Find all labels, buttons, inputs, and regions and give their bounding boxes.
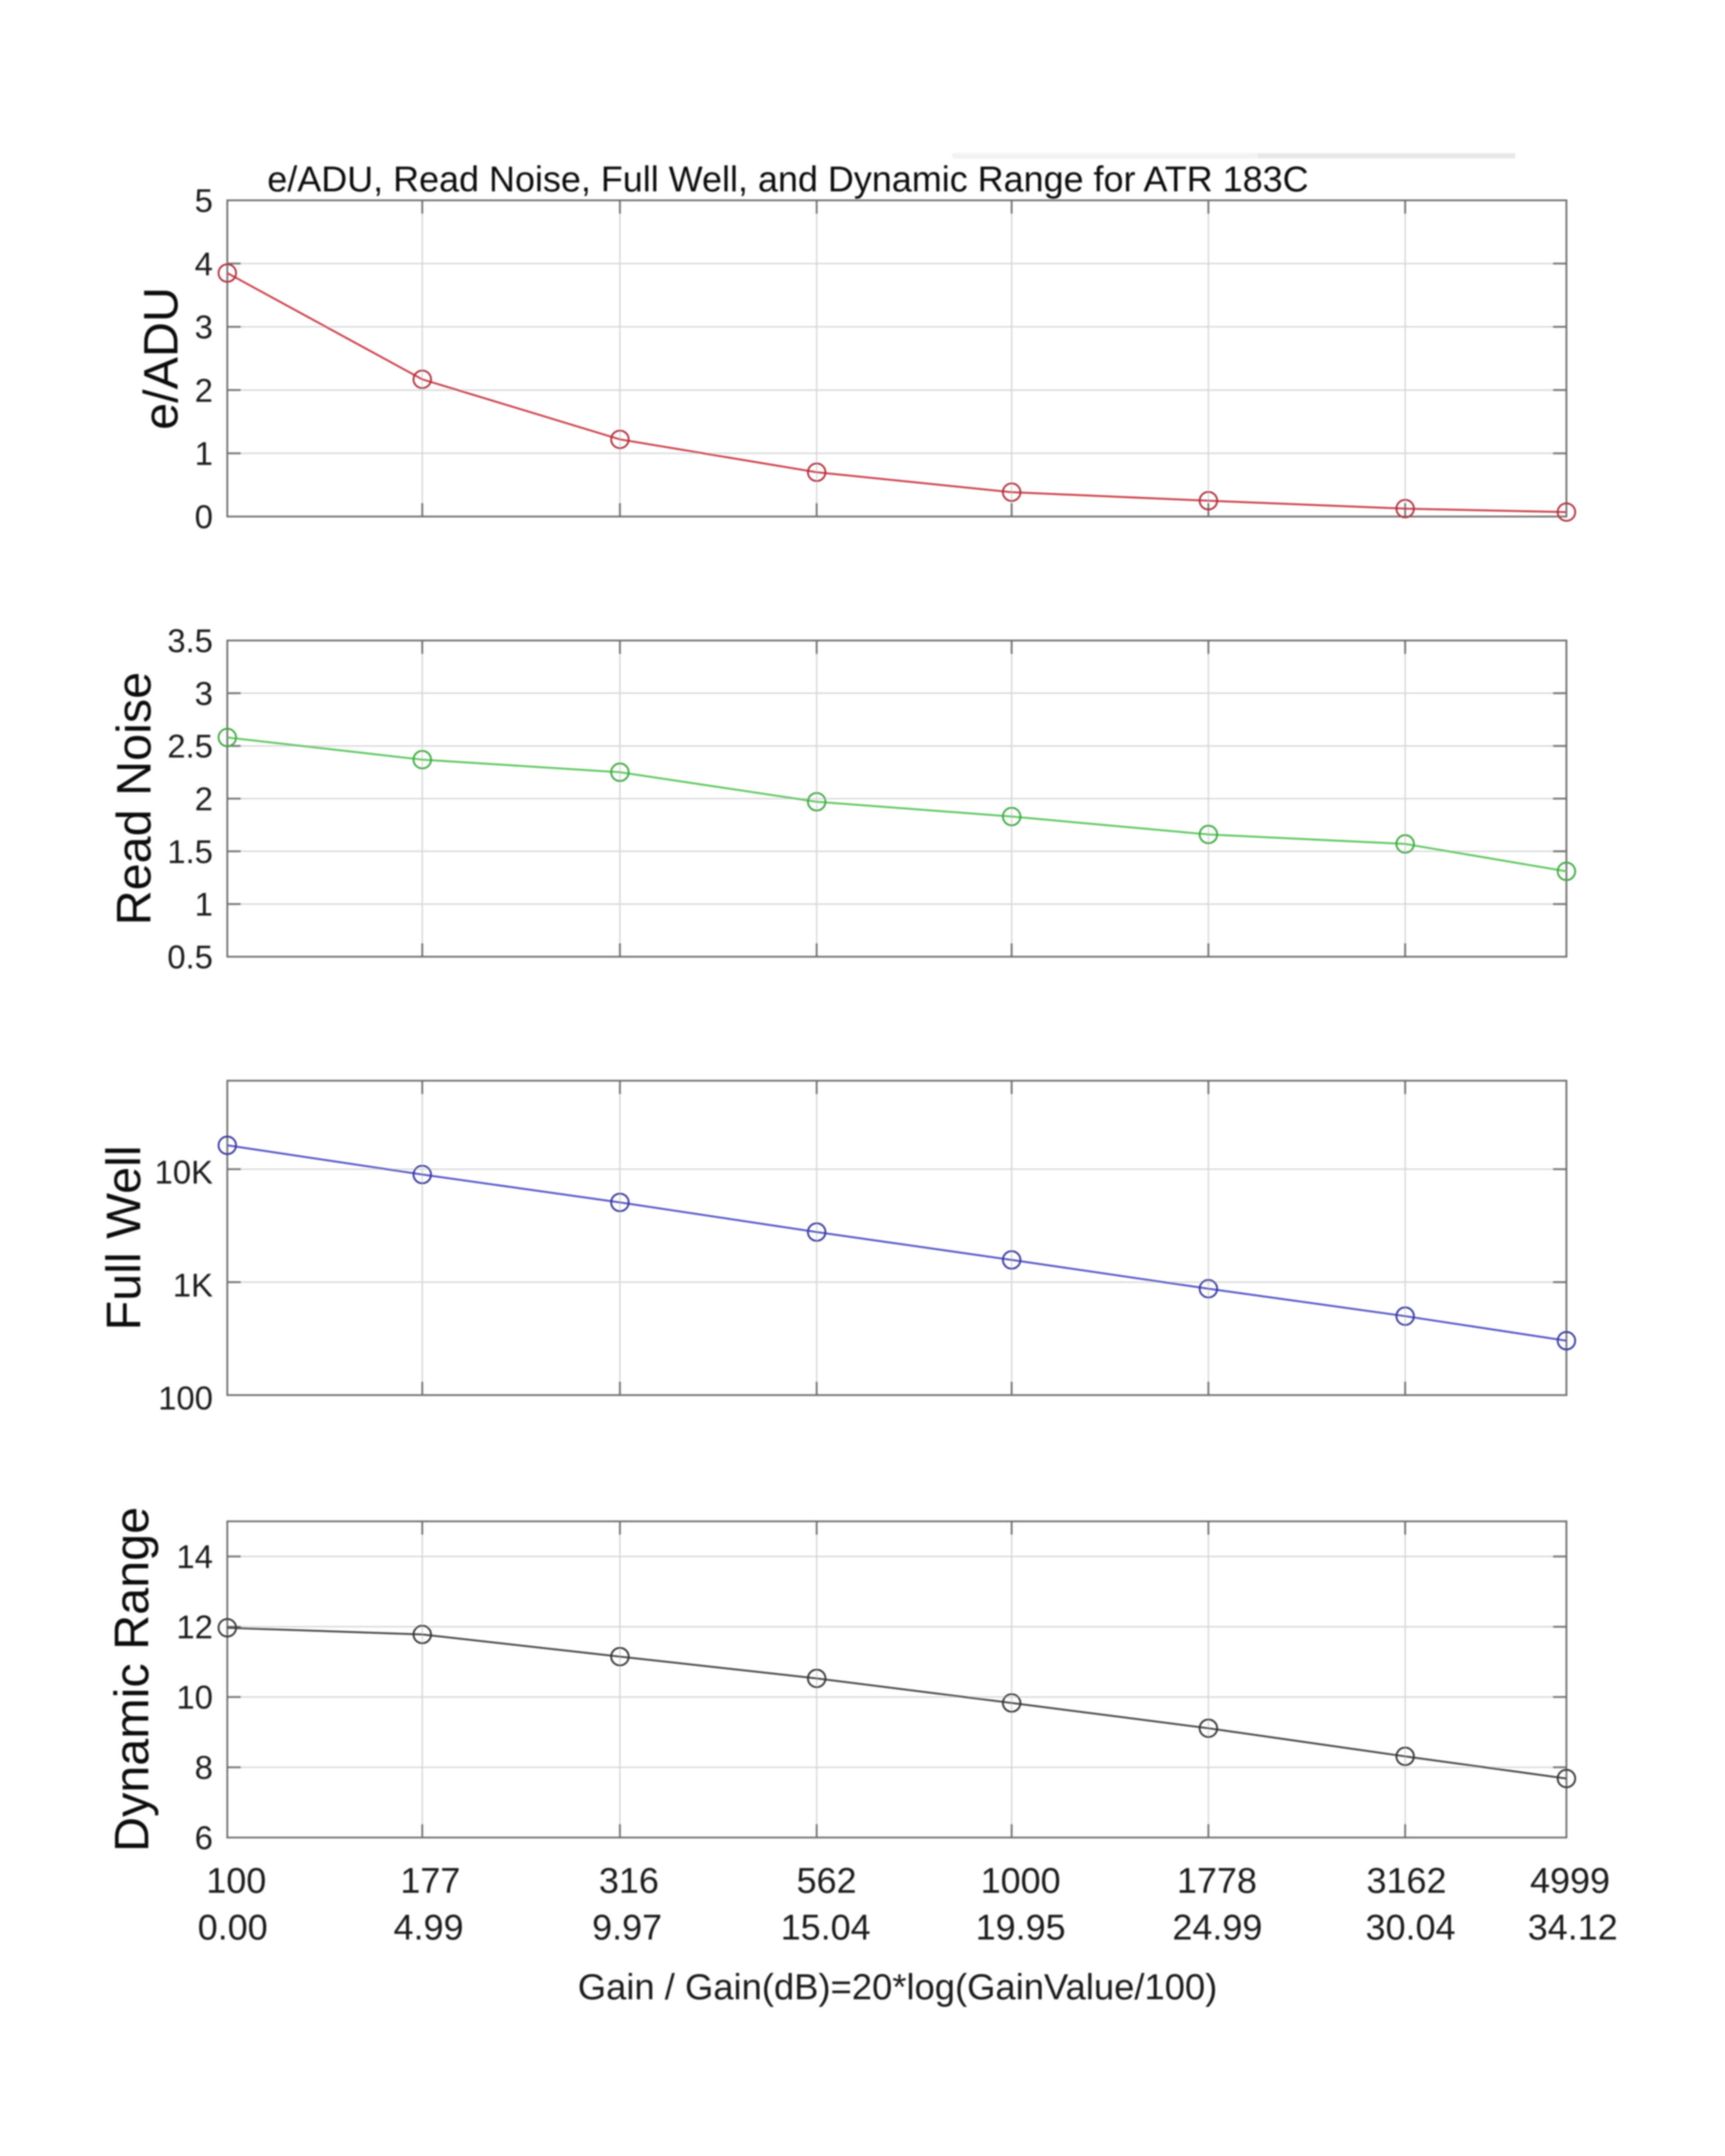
svg-text:15.04: 15.04: [781, 1907, 871, 1947]
svg-text:177: 177: [400, 1860, 460, 1900]
svg-text:Dynamic Range: Dynamic Range: [104, 1507, 159, 1852]
svg-text:10: 10: [177, 1679, 213, 1716]
svg-text:9.97: 9.97: [592, 1907, 662, 1947]
svg-text:3.5: 3.5: [168, 623, 213, 659]
svg-text:19.95: 19.95: [976, 1907, 1066, 1947]
svg-text:1000: 1000: [981, 1860, 1061, 1900]
svg-text:Full Well: Full Well: [96, 1145, 150, 1330]
svg-text:4999: 4999: [1530, 1860, 1610, 1900]
svg-text:e/ADU: e/ADU: [133, 287, 188, 430]
svg-text:2.5: 2.5: [168, 729, 213, 765]
svg-text:Gain / Gain(dB)=20*log(GainVal: Gain / Gain(dB)=20*log(GainValue/100): [578, 1967, 1217, 2007]
svg-text:24.99: 24.99: [1172, 1907, 1262, 1947]
svg-text:1K: 1K: [173, 1268, 213, 1304]
svg-text:3162: 3162: [1367, 1860, 1446, 1900]
svg-text:2: 2: [195, 781, 213, 817]
svg-text:100: 100: [158, 1380, 213, 1417]
svg-text:316: 316: [599, 1860, 659, 1900]
svg-text:4.99: 4.99: [394, 1907, 464, 1947]
svg-text:3: 3: [195, 309, 213, 346]
svg-text:1: 1: [195, 436, 213, 472]
svg-text:0.5: 0.5: [168, 939, 213, 976]
svg-text:12: 12: [177, 1609, 213, 1646]
svg-text:0.00: 0.00: [198, 1907, 268, 1947]
svg-text:0: 0: [195, 499, 213, 535]
svg-text:e/ADU, Read Noise, Full Well,: e/ADU, Read Noise, Full Well, and Dynami…: [267, 159, 1309, 199]
svg-text:34.12: 34.12: [1528, 1907, 1618, 1947]
svg-text:1.5: 1.5: [168, 834, 213, 870]
svg-text:100: 100: [206, 1860, 266, 1900]
svg-text:30.04: 30.04: [1366, 1907, 1455, 1947]
svg-text:10K: 10K: [155, 1154, 213, 1191]
svg-text:1: 1: [195, 887, 213, 923]
svg-text:Read Noise: Read Noise: [106, 672, 161, 925]
svg-text:5: 5: [195, 183, 213, 219]
svg-text:8: 8: [195, 1750, 213, 1786]
svg-text:562: 562: [796, 1860, 856, 1900]
svg-text:4: 4: [195, 246, 213, 283]
svg-text:2: 2: [195, 372, 213, 409]
svg-text:6: 6: [195, 1820, 213, 1856]
svg-text:3: 3: [195, 676, 213, 712]
svg-text:14: 14: [177, 1539, 213, 1575]
svg-text:1778: 1778: [1177, 1860, 1257, 1900]
